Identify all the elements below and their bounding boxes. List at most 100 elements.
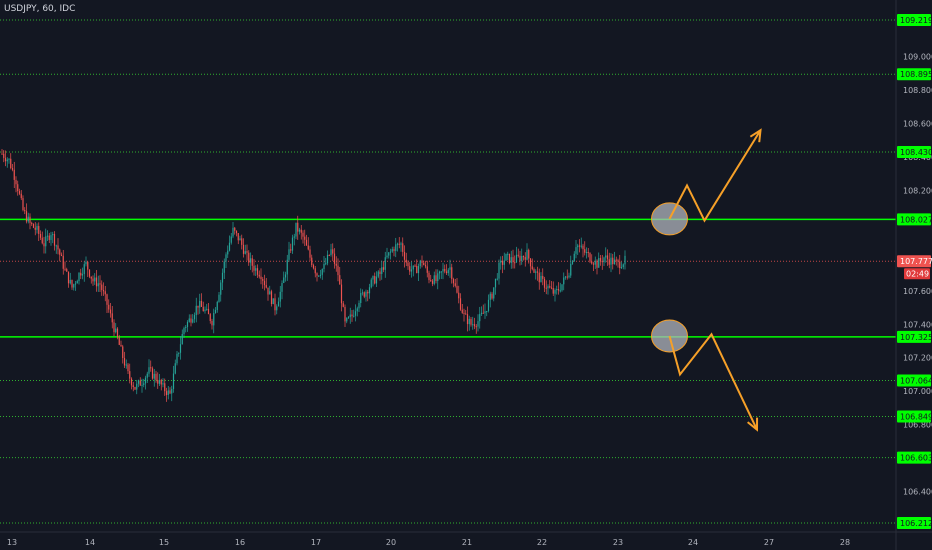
level-price-label[interactable]: 108.027 — [897, 213, 932, 226]
candle — [290, 243, 292, 254]
candle — [606, 249, 609, 266]
candle-body — [234, 227, 236, 231]
candle — [74, 281, 77, 291]
level-price-label[interactable]: 107.325 — [897, 330, 932, 343]
candle — [265, 278, 267, 289]
candle — [386, 247, 388, 259]
candle-body — [41, 237, 43, 244]
level-price-label[interactable]: 109.219 — [897, 14, 932, 26]
candle — [204, 306, 206, 314]
x-tick-label: 22 — [537, 538, 547, 547]
candle-body — [508, 253, 511, 264]
candle-body — [62, 255, 64, 269]
candle — [557, 282, 560, 295]
candle-body — [130, 378, 133, 386]
candle — [554, 288, 556, 302]
candle — [368, 283, 371, 299]
y-tick-label: 108.200 — [903, 186, 932, 195]
candle — [433, 271, 435, 286]
candle — [29, 213, 31, 230]
y-tick-label: 107.200 — [903, 354, 932, 363]
candle — [50, 231, 52, 246]
candle — [120, 340, 122, 347]
candle — [52, 231, 54, 244]
candle-body — [164, 383, 166, 392]
candle — [601, 254, 603, 270]
candle-body — [321, 268, 323, 275]
candle-body — [473, 324, 476, 327]
candle — [172, 365, 175, 393]
candle — [417, 263, 420, 282]
candle — [340, 279, 343, 312]
candle-body — [179, 344, 182, 353]
level-price-label[interactable]: 108.430 — [897, 145, 932, 158]
candle — [619, 254, 621, 275]
candle-body — [521, 256, 523, 261]
time-axis[interactable]: 13 14 15 16 17 20 21 22 23 24 27 28 — [0, 531, 932, 547]
level-label-text: 109.219 — [900, 16, 932, 25]
candle-body — [433, 275, 435, 284]
candle-body — [76, 281, 78, 284]
candle-body — [494, 278, 497, 288]
candle-body — [561, 284, 563, 291]
candle-body — [620, 267, 623, 269]
candle-body — [69, 279, 71, 284]
candle — [615, 256, 617, 266]
candle-body — [493, 287, 495, 299]
candle — [337, 258, 339, 282]
candle-body — [533, 269, 535, 273]
level-price-label[interactable]: 108.895 — [897, 68, 932, 81]
candle — [480, 306, 483, 316]
candle — [274, 293, 276, 316]
candle-body — [449, 267, 451, 270]
candle — [66, 267, 68, 272]
candle — [241, 234, 243, 250]
level-price-label[interactable]: 106.212 — [897, 517, 932, 529]
bearish-arrow-head[interactable] — [747, 417, 759, 432]
level-price-label[interactable]: 106.849 — [897, 410, 932, 423]
candle — [242, 238, 245, 258]
candle — [239, 235, 241, 241]
y-tick-label: 109.000 — [903, 53, 932, 62]
candle — [256, 264, 259, 279]
candle — [533, 267, 535, 273]
candle-body — [52, 234, 54, 236]
candle-body — [192, 319, 194, 323]
candle — [349, 307, 351, 324]
level-price-label[interactable]: 107.064 — [897, 374, 932, 387]
candle-body — [414, 265, 416, 267]
candle — [11, 163, 14, 172]
candle-body — [230, 236, 232, 243]
candle-body — [25, 211, 28, 222]
candle — [272, 298, 274, 305]
candle-body — [416, 265, 418, 274]
drawing-annotations[interactable] — [651, 128, 762, 432]
candle — [186, 320, 189, 332]
candle — [435, 269, 437, 284]
bearish-arrow[interactable] — [668, 332, 758, 431]
bullish-arrow[interactable] — [668, 129, 762, 223]
level-price-label[interactable]: 106.603 — [897, 451, 932, 464]
candle-body — [244, 251, 246, 254]
candle-body — [260, 276, 262, 280]
candle — [573, 251, 575, 262]
bullish-arrow-head[interactable] — [749, 128, 762, 143]
level-label-text: 106.603 — [900, 454, 932, 463]
candle — [1, 148, 3, 155]
candle-body — [333, 253, 336, 264]
candle-body — [45, 236, 47, 247]
candle-body — [458, 292, 460, 299]
candle-body — [144, 377, 147, 384]
candle — [97, 275, 99, 292]
y-tick-label: 107.400 — [903, 320, 932, 329]
candle — [465, 309, 467, 315]
candle-body — [477, 321, 479, 327]
candle — [445, 264, 448, 275]
price-axis[interactable]: 109.000108.800108.600108.400108.200107.6… — [895, 0, 932, 550]
candle — [45, 228, 47, 254]
candle — [178, 352, 180, 357]
candle-body — [451, 267, 453, 280]
candle-body — [190, 318, 192, 323]
